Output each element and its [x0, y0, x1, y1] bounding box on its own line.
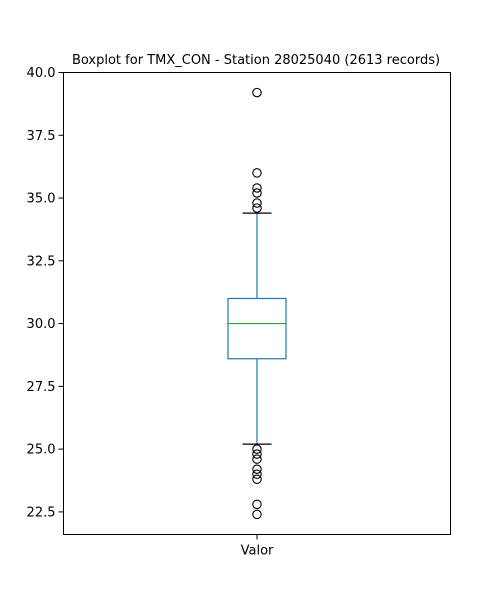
- outlier-point: [252, 183, 262, 193]
- outlier-point: [252, 499, 262, 510]
- outlier-point: [252, 168, 262, 178]
- y-tick-label: 30.0: [27, 317, 56, 332]
- y-tick-label: 35.0: [27, 192, 56, 207]
- outlier-point: [252, 464, 262, 474]
- outlier-point: [252, 203, 262, 213]
- y-tick-label: 32.5: [27, 254, 56, 269]
- outlier-point: [252, 474, 262, 485]
- outlier-point: [252, 469, 262, 479]
- x-tick-label: Valor: [241, 544, 274, 559]
- outlier-point: [252, 188, 262, 198]
- outlier-point: [252, 454, 262, 464]
- x-axis: Valor: [241, 534, 274, 559]
- plot-frame: [63, 72, 451, 535]
- chart-title: Boxplot for TMX_CON - Station 28025040 (…: [72, 53, 440, 68]
- iqr-box: [227, 297, 287, 360]
- y-tick-label: 37.5: [27, 129, 56, 144]
- y-tick-label: 25.0: [27, 443, 56, 458]
- outlier-point: [252, 444, 262, 454]
- outlier-point: [252, 509, 262, 520]
- outlier-point: [252, 87, 262, 98]
- plot-area: [227, 87, 287, 520]
- y-axis: 22.5 25.0 27.5 30.0 32.5 35.0 37.5 40.0: [27, 66, 64, 520]
- y-tick-label: 22.5: [27, 505, 56, 520]
- outlier-point: [252, 449, 262, 459]
- y-tick-label: 27.5: [27, 380, 56, 395]
- outlier-point: [252, 198, 262, 208]
- y-tick-label: 40.0: [27, 66, 56, 81]
